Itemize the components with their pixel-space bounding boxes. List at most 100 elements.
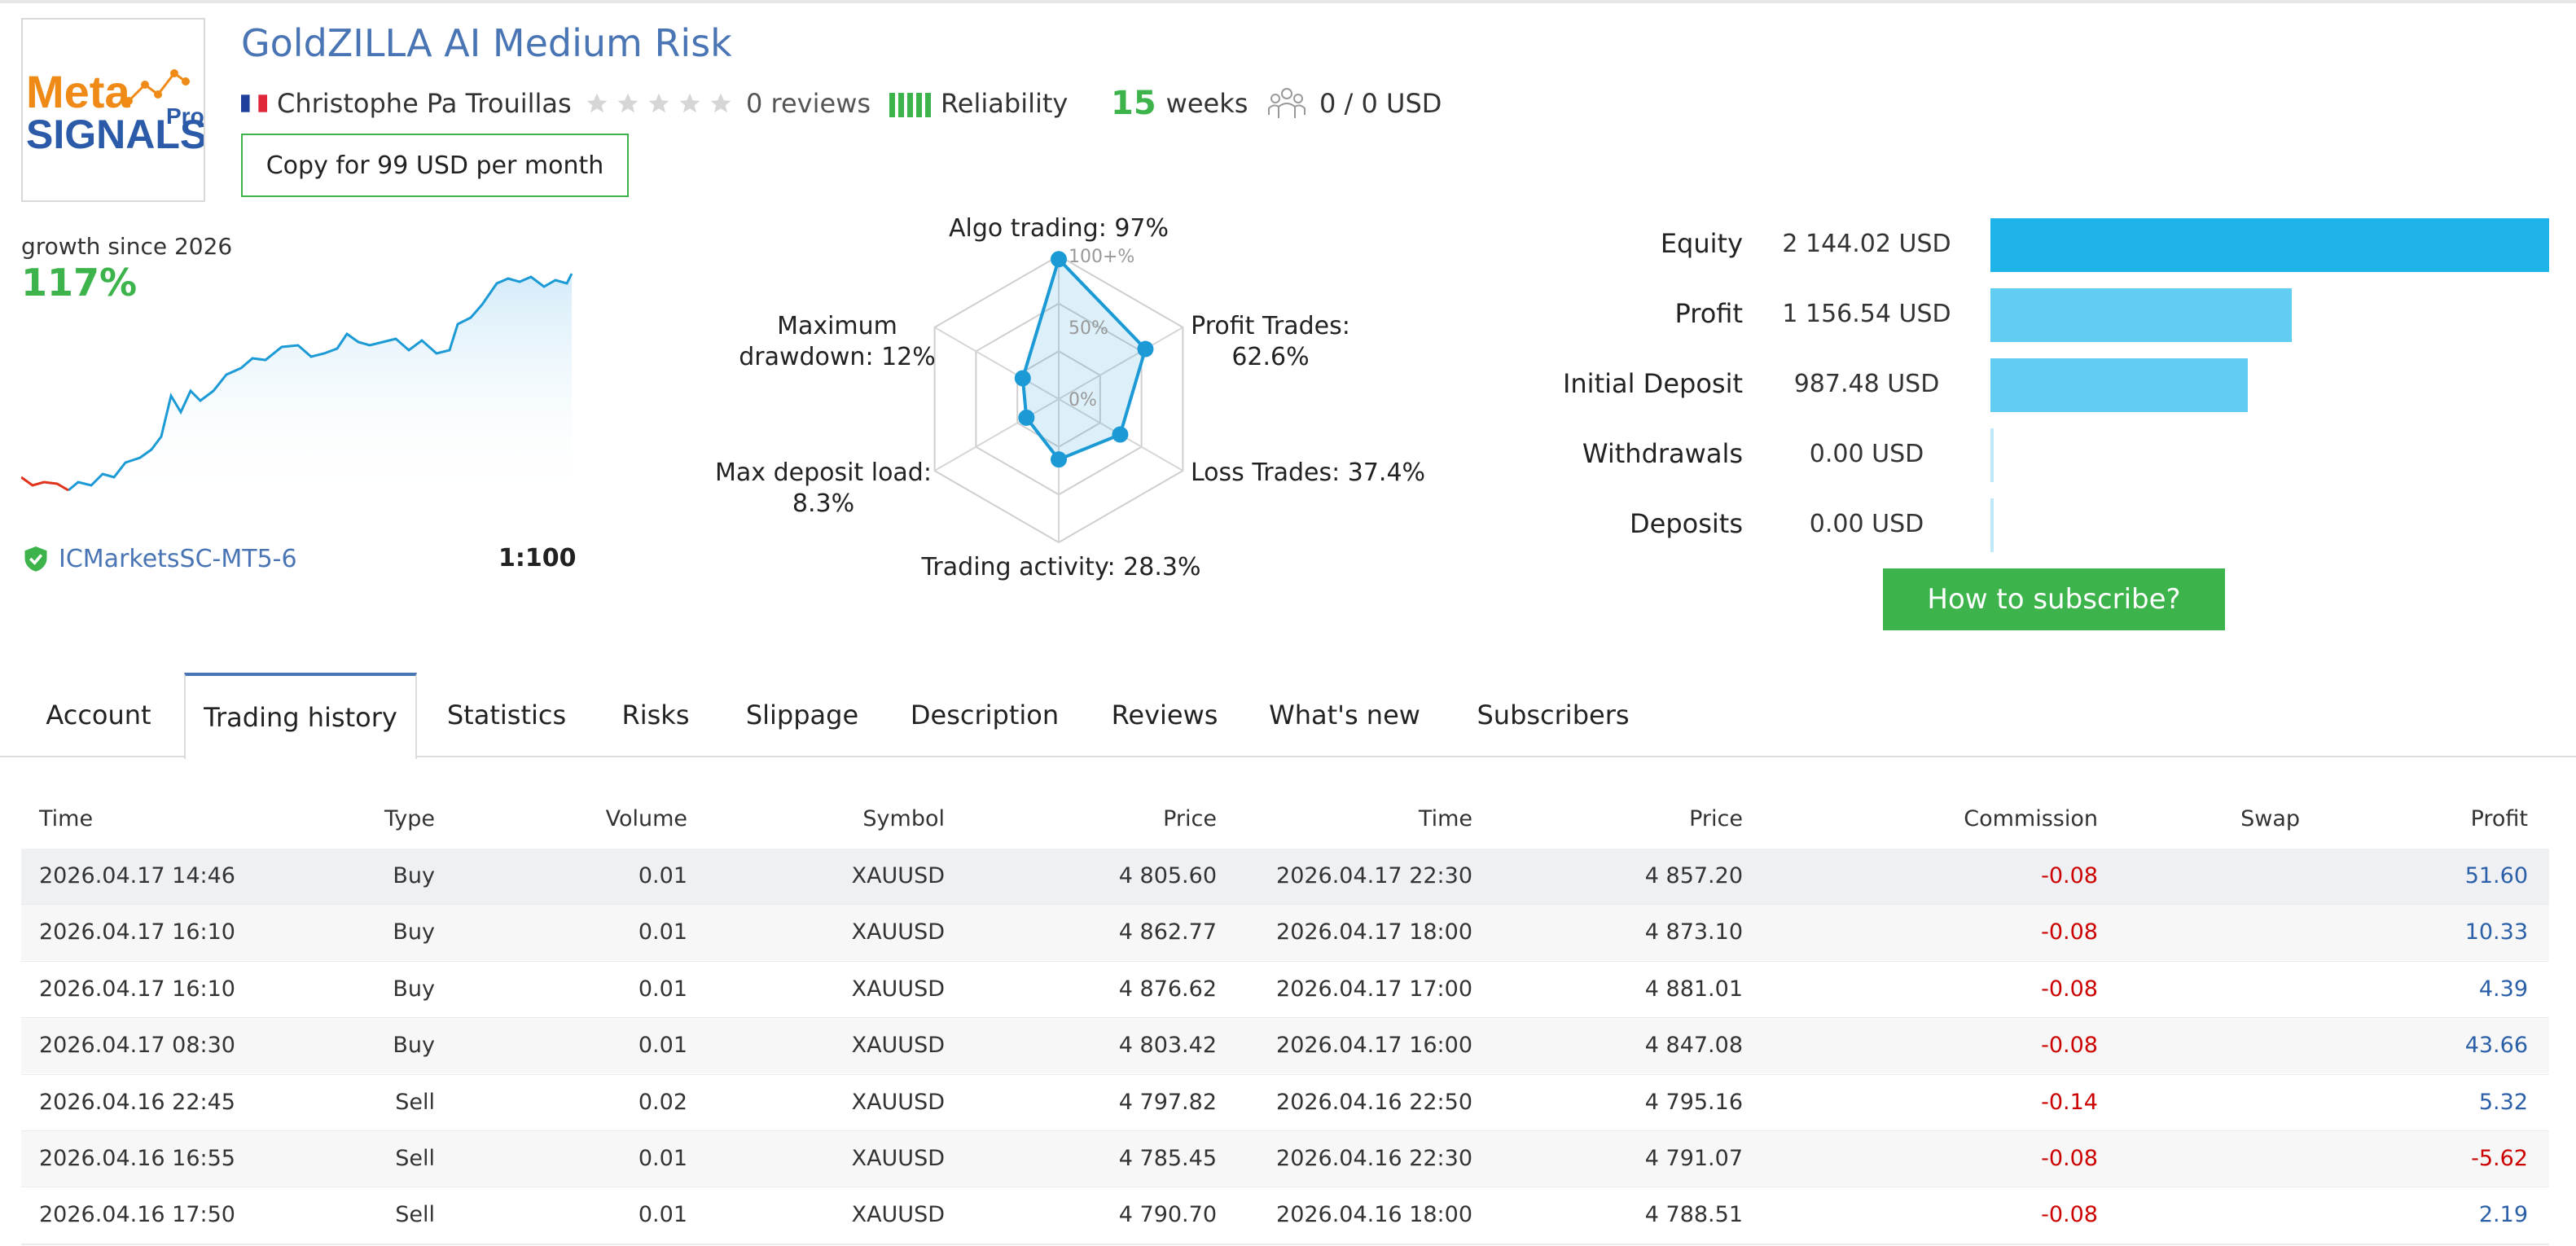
weeks-label: weeks	[1165, 88, 1249, 119]
cell-symbol: XAUUSD	[851, 1146, 945, 1171]
col-header-profit[interactable]: Profit	[2470, 806, 2528, 831]
cell-type: Buy	[393, 1033, 435, 1059]
signal-title[interactable]: GoldZILLA AI Medium Risk	[241, 21, 732, 65]
cell-close-time: 2026.04.16 22:50	[1276, 1089, 1472, 1115]
leverage-value: 1:100	[498, 544, 577, 573]
radar-tick-0: 0%	[1069, 390, 1097, 410]
table-row[interactable]: 2026.04.16 22:45 Sell 0.02 XAUUSD 4 797.82 20…	[21, 1074, 2549, 1130]
tab-account[interactable]: Account	[46, 700, 151, 730]
radar-series	[1020, 256, 1148, 462]
growth-label: growth since 2026	[21, 233, 233, 260]
growth-area	[21, 274, 572, 505]
tab-subscribers[interactable]: Subscribers	[1477, 700, 1630, 730]
cell-volume: 0.01	[638, 976, 687, 1002]
cell-profit: 10.33	[2464, 919, 2528, 945]
cell-volume: 0.01	[638, 1033, 687, 1059]
reviews-count[interactable]: 0 reviews	[746, 88, 871, 119]
radar-chart[interactable]: 100+% 50% 0%	[920, 244, 1197, 554]
cell-close-time: 2026.04.16 18:00	[1276, 1202, 1472, 1228]
star-icon	[679, 93, 700, 113]
cell-symbol: XAUUSD	[851, 863, 945, 888]
cell-profit: 5.32	[2478, 1089, 2528, 1115]
radar-point-profit-trades	[1137, 340, 1154, 358]
cell-close-price: 4 873.10	[1644, 919, 1743, 945]
col-header-type[interactable]: Type	[384, 806, 435, 831]
tab-statistics[interactable]: Statistics	[446, 700, 567, 730]
author-block[interactable]: Christophe Pa Trouillas	[241, 83, 572, 124]
cell-commission: -0.08	[2041, 919, 2098, 945]
subscribers-value: 0 / 0 USD	[1319, 88, 1442, 119]
broker-server[interactable]: ICMarketsSC-MT5-6	[21, 544, 297, 573]
weeks-number: 15	[1111, 85, 1156, 122]
cell-commission: -0.08	[2041, 976, 2098, 1002]
cell-type: Sell	[395, 1146, 435, 1171]
radar-point-drawdown	[1014, 370, 1031, 387]
cell-symbol: XAUUSD	[851, 976, 945, 1002]
cell-open-price: 4 797.82	[1118, 1089, 1217, 1115]
table-row[interactable]: 2026.04.17 14:46 Buy 0.01 XAUUSD 4 805.60 202…	[21, 849, 2549, 904]
col-header-open-time[interactable]: Time	[39, 806, 94, 831]
col-header-commission[interactable]: Commission	[1964, 806, 2098, 831]
col-header-volume[interactable]: Volume	[605, 806, 687, 831]
col-header-close-price[interactable]: Price	[1689, 806, 1743, 831]
cell-open-price: 4 862.77	[1118, 919, 1217, 945]
col-header-swap[interactable]: Swap	[2240, 806, 2300, 831]
table-row[interactable]: 2026.04.17 16:10 Buy 0.01 XAUUSD 4 862.77 202…	[21, 905, 2549, 961]
rating-block[interactable]: 0 reviews	[585, 83, 871, 124]
table-row[interactable]: 2026.04.17 08:30 Buy 0.01 XAUUSD 4 803.42 202…	[21, 1018, 2549, 1074]
subscribers-block: 0 / 0 USD	[1267, 83, 1442, 124]
cell-open-price: 4 876.62	[1118, 976, 1217, 1002]
svg-text:Pro: Pro	[166, 103, 204, 129]
cell-profit: 51.60	[2464, 863, 2528, 888]
cell-open-time: 2026.04.16 22:45	[39, 1089, 235, 1115]
col-header-close-time[interactable]: Time	[1418, 806, 1472, 831]
svg-text:Meta: Meta	[26, 66, 130, 117]
table-row[interactable]: 2026.04.17 16:10 Buy 0.01 XAUUSD 4 876.62 202…	[21, 961, 2549, 1017]
radar-point-activity	[1051, 451, 1067, 468]
tab-description[interactable]: Description	[910, 700, 1060, 730]
reliability-bars-icon	[889, 88, 934, 119]
col-header-symbol[interactable]: Symbol	[862, 806, 945, 831]
cell-commission: -0.08	[2041, 1202, 2098, 1228]
col-header-open-price[interactable]: Price	[1163, 806, 1217, 831]
subscribers-icon	[1268, 88, 1306, 118]
cell-symbol: XAUUSD	[851, 1202, 945, 1228]
cell-close-price: 4 788.51	[1644, 1202, 1743, 1228]
cell-commission: -0.08	[2041, 1146, 2098, 1171]
cell-profit: -5.62	[2471, 1146, 2528, 1171]
table-row[interactable]: 2026.04.16 17:50 Sell 0.01 XAUUSD 4 790.70 20…	[21, 1187, 2549, 1244]
cell-symbol: XAUUSD	[851, 1089, 945, 1115]
growth-value: 117%	[21, 261, 138, 305]
growth-line	[68, 273, 573, 492]
finance-value-initial-deposit: 987.48 USD	[1793, 370, 1940, 398]
tab-whats-new[interactable]: What's new	[1269, 700, 1420, 730]
tab-reviews[interactable]: Reviews	[1111, 700, 1218, 730]
cell-close-time: 2026.04.17 18:00	[1276, 919, 1472, 945]
radar-grid-spoke	[934, 327, 1060, 400]
cell-commission: -0.08	[2041, 1033, 2098, 1059]
how-to-subscribe-button[interactable]: How to subscribe?	[1883, 568, 2225, 630]
growth-chart[interactable]	[21, 269, 583, 505]
tab-trading-history[interactable]: Trading history	[184, 673, 417, 759]
copy-subscribe-button[interactable]: Copy for 99 USD per month	[241, 134, 629, 197]
author-name[interactable]: Christophe Pa Trouillas	[277, 88, 572, 119]
table-row[interactable]: 2026.04.16 16:55 Sell 0.01 XAUUSD 4 785.45 20…	[21, 1131, 2549, 1187]
radar-label-activity: Trading activity: 28.3%	[921, 553, 1201, 581]
cell-symbol: XAUUSD	[851, 919, 945, 945]
finance-value-equity: 2 144.02 USD	[1782, 230, 1951, 258]
radar-label-deposit-load-value: 8.3%	[792, 489, 855, 518]
cell-type: Buy	[393, 863, 435, 888]
tab-slippage[interactable]: Slippage	[745, 700, 859, 730]
broker-name[interactable]: ICMarketsSC-MT5-6	[59, 544, 297, 573]
reliability-block[interactable]: Reliability	[889, 83, 1068, 124]
radar-label-profit-trades-value: 62.6%	[1231, 343, 1310, 371]
cell-close-price: 4 857.20	[1644, 863, 1743, 888]
cell-close-price: 4 791.07	[1644, 1146, 1743, 1171]
tab-risks[interactable]: Risks	[621, 700, 690, 730]
cell-close-price: 4 847.08	[1644, 1033, 1743, 1059]
cell-close-time: 2026.04.17 16:00	[1276, 1033, 1472, 1059]
cell-close-time: 2026.04.17 22:30	[1276, 863, 1472, 888]
cell-type: Sell	[395, 1089, 435, 1115]
finance-value-deposits: 0.00 USD	[1809, 510, 1924, 538]
verified-shield-icon	[24, 546, 47, 572]
